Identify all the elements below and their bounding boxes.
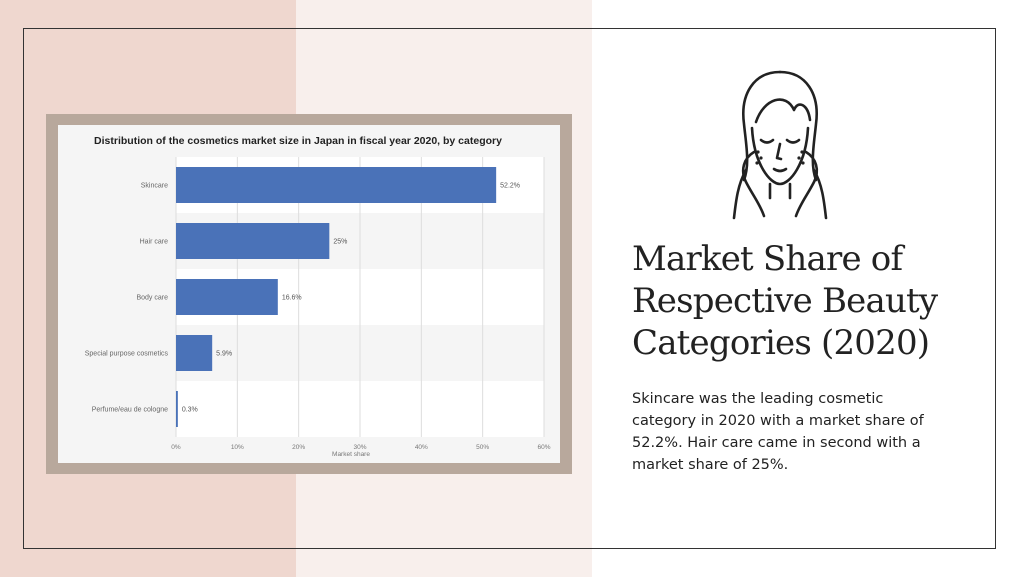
chart-title: Distribution of the cosmetics market siz… [94, 135, 502, 147]
x-tick-label: 50% [476, 444, 489, 451]
x-tick-label: 10% [231, 444, 244, 451]
x-tick-label: 20% [292, 444, 305, 451]
category-label: Skincare [141, 183, 168, 190]
chart-panel: 0% 10% 20% 30% 40% 50% 60% Skincare 52.2% Hair ca… [58, 125, 560, 463]
bar [176, 279, 278, 315]
bar [176, 391, 178, 427]
bar [176, 167, 497, 203]
heading-line: Respective Beauty [632, 281, 938, 321]
slide-heading: Market Share of Respective Beauty Catego… [632, 238, 992, 364]
category-label: Perfume/eau de cologne [92, 407, 168, 414]
value-label: 16.6% [282, 295, 302, 302]
bar [176, 223, 330, 259]
category-label: Body care [136, 295, 168, 302]
value-label: 0.3% [182, 407, 198, 414]
value-label: 5.9% [216, 351, 232, 358]
slide-border [23, 28, 996, 549]
heading-line: Categories (2020) [632, 323, 930, 363]
bar-chart: 0% 10% 20% 30% 40% 50% 60% Skincare 52.2% Hair ca… [85, 135, 551, 458]
x-tick-label: 0% [171, 444, 181, 451]
value-label: 52.2% [500, 183, 520, 190]
x-axis-label: Market share [332, 451, 370, 458]
x-tick-label: 40% [415, 444, 428, 451]
x-tick-label: 60% [537, 444, 550, 451]
bar [176, 335, 213, 371]
x-tick-label: 30% [353, 444, 366, 451]
value-label: 25% [333, 239, 347, 246]
woman-skincare-face-icon [732, 70, 828, 220]
category-label: Hair care [140, 239, 169, 246]
heading-line: Market Share of [632, 239, 903, 279]
slide-description: Skincare was the leading cosmetic catego… [632, 391, 924, 473]
chart-frame: 0% 10% 20% 30% 40% 50% 60% Skincare 52.2% Hair ca… [46, 114, 572, 474]
category-label: Special purpose cosmetics [85, 351, 169, 358]
